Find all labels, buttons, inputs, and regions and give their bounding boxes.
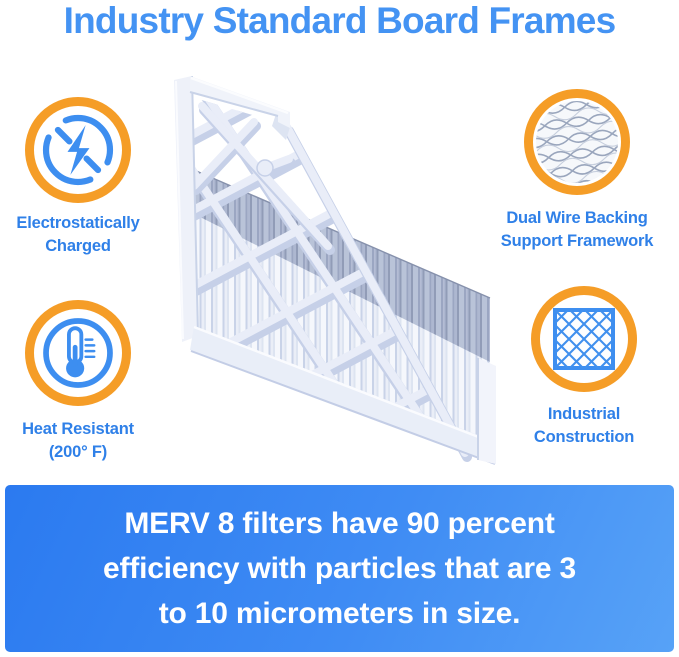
feature-label: Heat Resistant (200° F) [22,418,134,464]
thermometer-icon [43,318,113,388]
feature-heat-resistant: Heat Resistant (200° F) [0,300,173,464]
board-frame [174,75,496,465]
feature-label-line: (200° F) [48,443,108,461]
diamond-lattice-icon [553,308,615,370]
air-filter-illustration [174,75,496,465]
feature-label-line: Construction [533,428,635,446]
corner-braces [190,102,335,255]
feature-label: Electrostatically Charged [16,212,139,258]
pleat-top-edges [194,170,490,362]
wire-mesh-icon [536,101,618,183]
orange-ring [25,97,131,203]
orange-ring [531,286,637,392]
feature-label-line: Support Framework [500,232,654,250]
feature-label-line: Dual Wire Backing [506,209,648,227]
merv-info-banner: MERV 8 filters have 90 percent efficienc… [5,485,674,652]
feature-electrostatically-charged: Electrostatically Charged [0,97,173,258]
lightning-bolt-icon [42,114,114,186]
banner-line: MERV 8 filters have 90 percent [124,507,555,540]
feature-label-line: Heat Resistant [22,420,134,438]
page-title: Industry Standard Board Frames [63,0,616,41]
banner-line: to 10 micrometers in size. [158,597,521,630]
feature-label: Dual Wire Backing Support Framework [500,207,654,253]
orange-ring [524,89,630,195]
orange-ring [25,300,131,406]
feature-label: Industrial Construction [534,403,634,449]
banner-line: efficiency with particles that are 3 [103,552,576,585]
feature-industrial-construction: Industrial Construction [489,286,679,449]
feature-label-line: Charged [45,237,111,255]
feature-dual-wire-backing: Dual Wire Backing Support Framework [482,89,672,253]
feature-label-line: Industrial [547,405,621,423]
feature-label-line: Electrostatically [16,214,140,232]
